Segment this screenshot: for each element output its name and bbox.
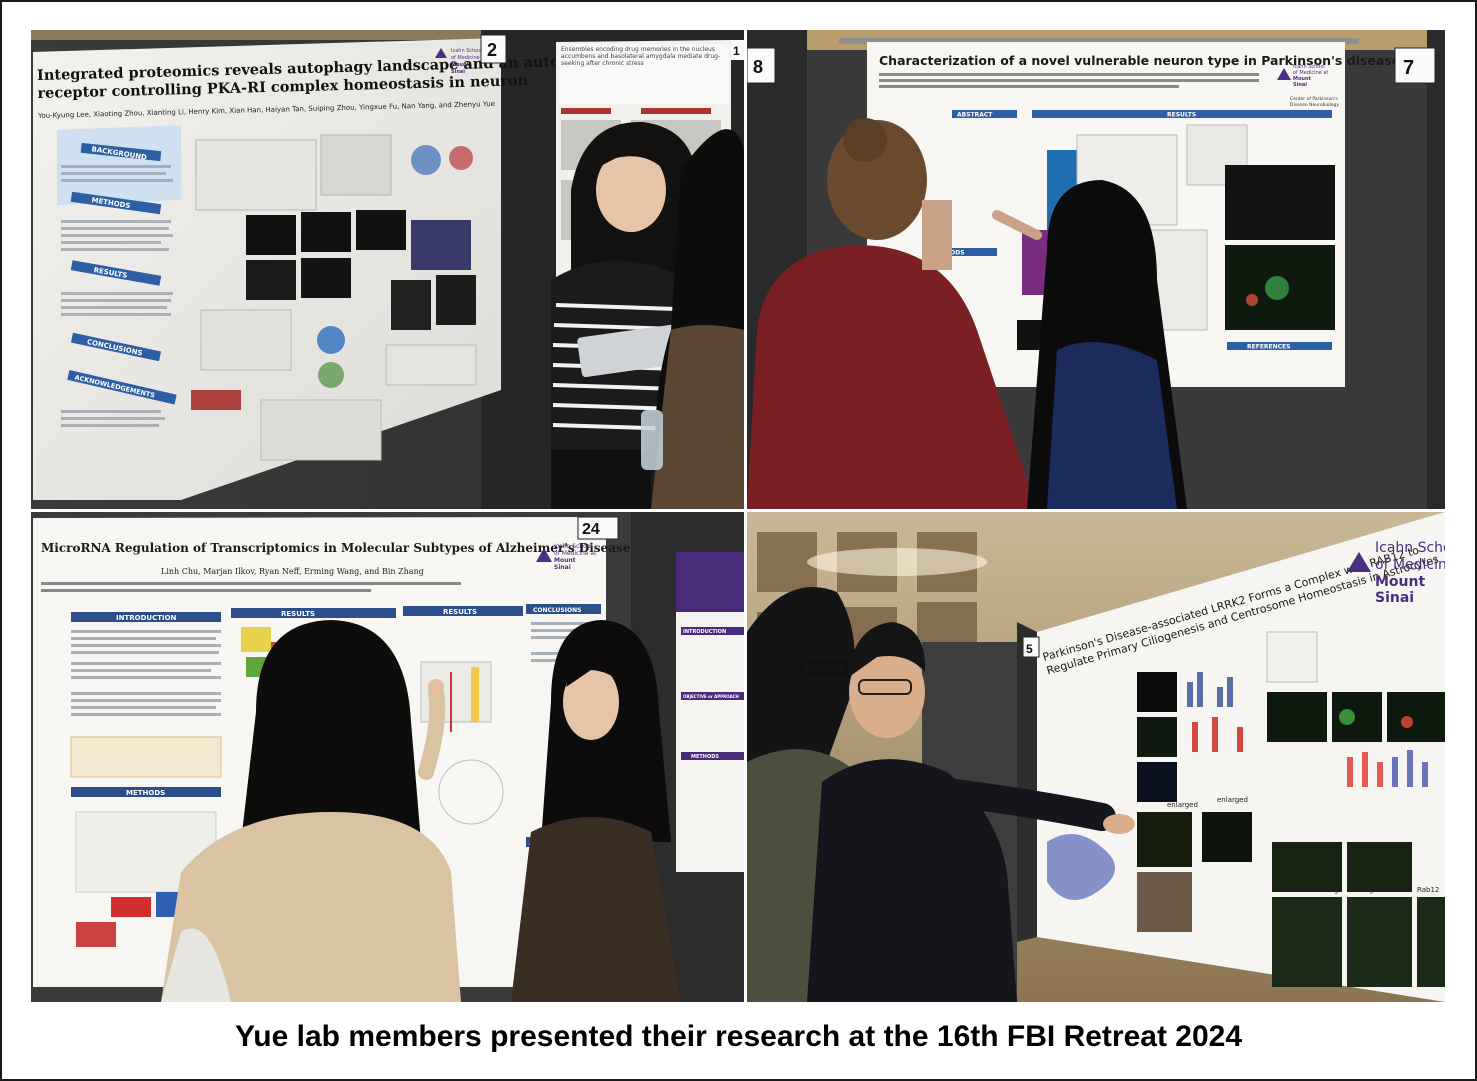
photo-parkinsons-poster: Characterization of a novel vulnerable n… [747,30,1445,509]
svg-text:of Medicine: of Medicine [1375,557,1445,573]
section-header [80,142,162,162]
sinai-logo: Icahn School of Medicine at Mount Sinai [536,543,597,571]
board-number: 24 [582,521,600,538]
board-number: 7 [1403,57,1414,79]
photo-collage: Integrated proteomics reveals autophagy … [31,30,1445,1002]
svg-text:Mount: Mount [554,557,576,564]
tote-bag [161,928,231,1002]
photo-microrna-poster: MicroRNA Regulation of Transcriptomics i… [31,512,744,1002]
side-board-number: 8 [753,57,763,77]
photo-proteomics-poster: Integrated proteomics reveals autophagy … [31,30,744,509]
visitor-person [651,129,744,509]
side-section-methods: METHODS [691,754,719,760]
svg-text:of Medicine at: of Medicine at [451,55,486,61]
section-abstract-label: ABSTRACT [957,112,993,119]
svg-text:of Medicine at: of Medicine at [1293,70,1328,76]
center-label-line2: Disease Neurobiology [1290,102,1339,108]
label-rab12: Rab12 [1417,886,1439,894]
svg-text:Sinai: Sinai [554,564,571,571]
results-figures [1047,631,1445,987]
sinai-logo: Icahn School of Medicine at Mount Sinai [1277,64,1328,88]
section-methods-label: METHODS [126,789,165,797]
label-enlarged-2: enlarged [1217,796,1248,804]
svg-text:Icahn Schoo: Icahn Schoo [1375,540,1445,556]
section-conclusions-label: CONCLUSIONS [533,607,581,614]
side-section-introduction: INTRODUCTION [683,629,726,635]
sinai-logo: Icahn School of Medicine at Mount Sinai [435,48,486,75]
poster-title: Characterization of a novel vulnerable n… [879,53,1400,68]
side-poster-title: Ensembles encoding drug memories in the … [561,46,721,67]
svg-text:Icahn School: Icahn School [554,543,593,550]
results-figures [191,134,477,461]
sinai-logo: Icahn Schoo of Medicine Mount Sinai [1347,540,1445,606]
presenter-pointing [807,622,1135,1002]
svg-text:Mount: Mount [1293,76,1312,82]
board-number: 5 [1026,642,1033,656]
svg-text:Mount: Mount [451,62,470,68]
photo-lrrk2-poster: 5 Parkinson's Disease-associated LRRK2 F… [747,512,1445,1002]
section-results-label: RESULTS [1167,112,1196,119]
svg-text:Mount: Mount [1375,574,1425,590]
svg-text:Icahn School: Icahn School [1293,64,1325,70]
side-board-number: 1 [733,44,740,58]
label-wt: WT [1282,886,1294,894]
side-section-objective: OBJECTIVE or APPROACH [683,694,739,699]
section-references-label: REFERENCES [1247,344,1290,351]
collage-caption: Yue lab members presented their research… [234,1020,1243,1053]
poster-title: MicroRNA Regulation of Transcriptomics i… [41,541,631,555]
svg-text:Sinai: Sinai [451,69,465,75]
svg-text:Sinai: Sinai [1375,590,1414,606]
label-enlarged-1: enlarged [1167,801,1198,809]
visitor-red-sweater [747,118,1037,509]
svg-text:of Medicine at: of Medicine at [554,550,597,557]
section-introduction-label: INTRODUCTION [116,614,177,622]
label-gslg: GSlg [1322,886,1338,894]
svg-text:Icahn School: Icahn School [451,48,483,54]
board-number: 2 [487,40,497,60]
center-label-line1: Center of Parkinson's [1290,96,1338,102]
label-gslg-rab12ko: GSlg+Rab12KO [1357,886,1412,894]
visitor-dark-hair [992,180,1187,509]
svg-text:Sinai: Sinai [1293,82,1307,88]
section-results2-label: RESULTS [443,608,477,616]
presenter-person [511,620,681,1002]
section-results1-label: RESULTS [281,610,315,618]
visitor-pointing [161,620,461,1002]
poster-authors: Linh Chu, Marjan Ilkov, Ryan Neff, Ermin… [161,567,424,576]
